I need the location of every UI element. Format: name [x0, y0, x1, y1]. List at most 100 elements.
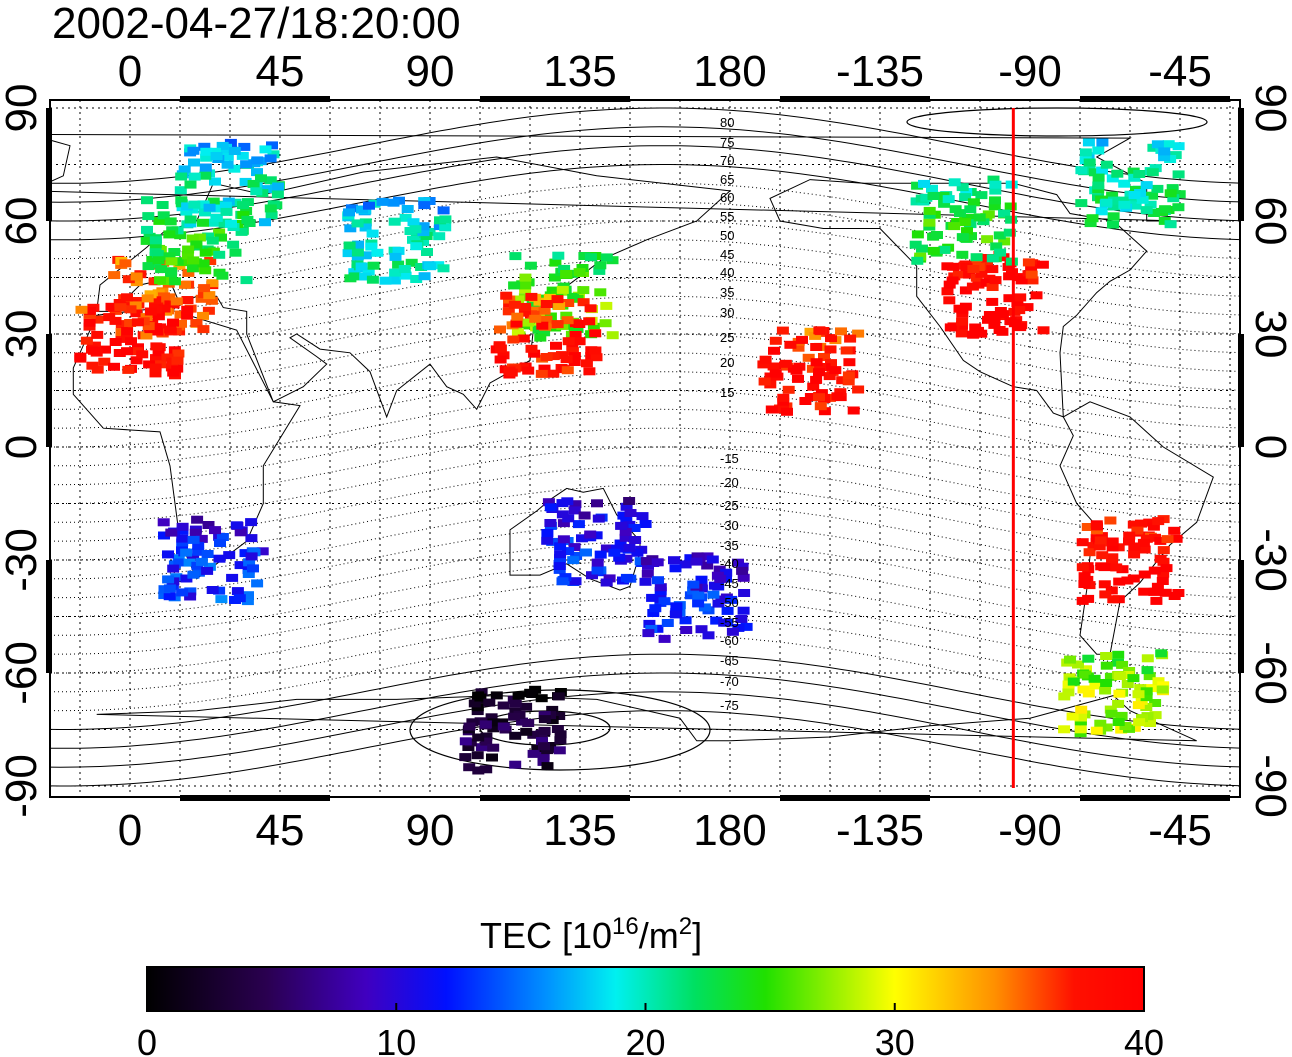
tec-cell [1146, 191, 1159, 200]
latitude-label: 30 [0, 310, 46, 359]
tec-cell [623, 543, 636, 552]
tec-cell [463, 763, 476, 772]
tec-cell [804, 327, 817, 336]
tec-cell [550, 341, 562, 350]
tec-cell [221, 152, 234, 161]
tec-cell [547, 352, 560, 361]
tec-cell [1147, 522, 1160, 531]
tec-cell [959, 193, 972, 202]
bottom-longitude-labels: 0 45 90 135 180 -135 -90 -45 [118, 806, 1212, 855]
tec-cell [187, 256, 200, 265]
tec-cell [359, 218, 372, 227]
tec-cell [192, 547, 205, 556]
tec-cell [553, 746, 566, 755]
tec-cell [197, 259, 210, 268]
tec-cell [1111, 169, 1124, 178]
right-latitude-labels: 90 60 30 0 -30 -60 -90 [1246, 84, 1292, 818]
tec-cell [1118, 179, 1131, 188]
tec-cell [180, 207, 193, 216]
tec-cell [1058, 692, 1071, 701]
tec-cell [439, 215, 452, 224]
tec-cell [639, 577, 652, 586]
tec-cell [914, 252, 927, 261]
tec-cell [210, 152, 223, 160]
tec-cell [174, 310, 187, 319]
contour-line [50, 540, 1240, 617]
latitude-label: 90 [1246, 84, 1292, 133]
tec-cell [1003, 228, 1016, 237]
tec-cell [192, 541, 205, 550]
colorbar-tick-label: 0 [137, 1022, 157, 1057]
tec-cell [707, 590, 720, 599]
tec-cell [540, 300, 553, 308]
latitude-label: 30 [1246, 310, 1292, 359]
tec-cell [988, 202, 1001, 211]
tec-cell [1096, 551, 1109, 560]
tec-cell [1140, 206, 1153, 215]
contour-line [50, 390, 1240, 467]
tec-cell [355, 262, 368, 271]
tec-cell [1011, 299, 1024, 308]
tec-cell [1092, 181, 1105, 190]
tec-cell [136, 350, 149, 359]
tec-cell [366, 275, 379, 284]
tec-cell [1151, 184, 1164, 193]
tec-cell [986, 254, 999, 263]
tec-cell [229, 198, 242, 207]
tec-cell [151, 250, 164, 259]
tec-cell [960, 262, 973, 271]
tec-cell [483, 698, 496, 707]
tec-cell [243, 558, 256, 567]
colorbar-title-end: ] [692, 915, 702, 956]
tec-cell [1081, 523, 1094, 531]
tec-cell [1025, 264, 1038, 273]
tec-cell [814, 363, 827, 371]
tec-cell [1173, 190, 1186, 199]
tec-cell [1133, 718, 1146, 727]
tec-cell [956, 305, 969, 314]
tec-cell [259, 145, 272, 154]
tec-cell [203, 291, 216, 300]
tec-cell [210, 213, 223, 222]
tec-cell [669, 610, 682, 619]
tec-cell [388, 276, 401, 285]
tec-cell [1003, 272, 1016, 281]
tec-cell [549, 258, 562, 267]
tec-cell [152, 256, 165, 265]
tec-cell [379, 276, 392, 285]
tec-cell [806, 364, 819, 373]
tec-cell [1162, 140, 1175, 149]
tec-cell [154, 276, 166, 285]
tec-cell [162, 575, 175, 584]
tec-cell [646, 593, 659, 602]
tec-cell [362, 267, 375, 276]
tec-cell [201, 566, 214, 575]
tec-cell [387, 198, 400, 207]
tec-cell [239, 549, 252, 558]
tec-cell [119, 259, 132, 268]
tec-cell [1090, 726, 1103, 735]
tec-cell [551, 320, 564, 329]
longitude-label: 180 [693, 806, 766, 855]
top-frame-bar [780, 96, 930, 102]
tec-cell [179, 280, 191, 289]
tec-cell [242, 570, 255, 578]
tec-cell [526, 299, 539, 308]
tec-cell [784, 340, 797, 349]
right-frame-bar [1238, 560, 1244, 673]
contour-label: -45 [720, 576, 739, 591]
tec-cell [684, 591, 697, 600]
tec-cell [584, 304, 597, 313]
tec-cell [824, 345, 837, 354]
tec-cell [736, 566, 749, 575]
tec-cell [234, 528, 247, 537]
tec-cell [121, 347, 133, 356]
tec-cell [540, 315, 553, 324]
tec-cell [975, 269, 988, 278]
tec-cell [131, 318, 144, 327]
tec-cell [589, 346, 602, 355]
tec-cell [624, 509, 637, 517]
contour-label: -55 [720, 615, 739, 630]
tec-cell [600, 301, 613, 310]
tec-cell [537, 752, 550, 760]
